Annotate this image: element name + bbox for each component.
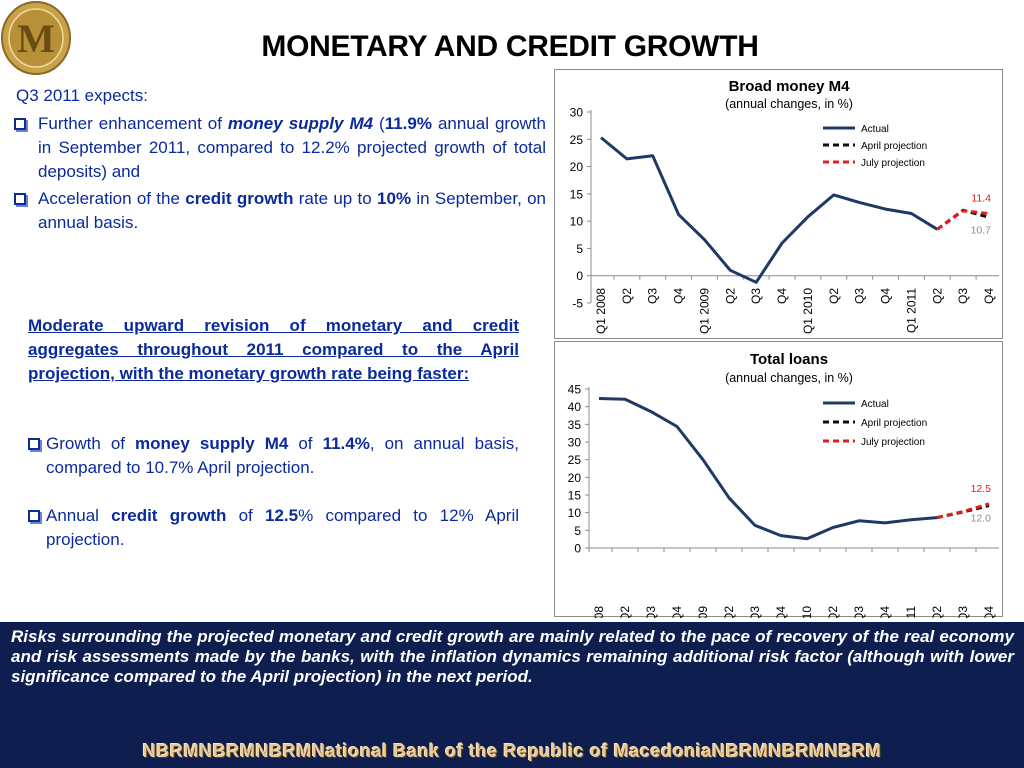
legend-label: April projection xyxy=(861,418,927,429)
x-tick-label: Q2 xyxy=(618,606,632,618)
x-tick-label: Q2 xyxy=(930,288,944,304)
x-tick-label: Q2 xyxy=(826,606,840,618)
bullet-money-supply: Further enhancement of money supply M4 (… xyxy=(12,112,546,184)
y-tick-label: 10 xyxy=(568,506,582,520)
chart-title: Broad money M4 xyxy=(729,78,851,95)
y-tick-label: 25 xyxy=(570,133,584,147)
y-tick-label: 30 xyxy=(570,106,584,120)
page-title: MONETARY AND CREDIT GROWTH xyxy=(261,30,759,63)
risk-banner: Risks surrounding the projected monetary… xyxy=(0,622,1024,734)
x-tick-label: Q1 2009 xyxy=(696,606,710,618)
x-tick-label: Q1 2008 xyxy=(592,606,606,618)
x-tick-label: Q1 2011 xyxy=(904,288,918,333)
broad-money-chart-svg: Broad money M4 (annual changes, in %) -5 0 5… xyxy=(570,78,999,334)
checkbox-bullet-icon xyxy=(14,193,26,205)
x-tick-label: Q2 xyxy=(930,606,944,618)
y-tick-label: 30 xyxy=(568,436,582,450)
y-tick-label: 15 xyxy=(568,489,582,503)
y-tick-label: 35 xyxy=(568,418,582,432)
bullet-credit-growth: Acceleration of the credit growth rate u… xyxy=(12,187,546,235)
checkbox-bullet-icon xyxy=(14,118,26,130)
total-loans-chart-svg: Total loans (annual changes, in %) 0 5 10 15 2… xyxy=(568,351,999,618)
series-line-july-projection xyxy=(936,502,990,520)
chart-subtitle: (annual changes, in %) xyxy=(725,97,853,111)
legend-label: Actual xyxy=(861,124,889,135)
x-tick-label: Q3 xyxy=(956,288,970,304)
series-line-july-projection xyxy=(936,209,990,231)
x-tick-label: Q1 2011 xyxy=(904,606,918,618)
y-tick-label: 45 xyxy=(568,383,582,397)
footer-text: NBRMNBRMNBRMNational Bank of the Republi… xyxy=(142,740,882,761)
y-tick-label: 20 xyxy=(570,160,584,174)
x-tick-label: Q3 xyxy=(748,606,762,618)
x-tick-label: Q3 xyxy=(853,288,867,304)
x-tick-label: Q1 2010 xyxy=(800,606,814,618)
expectations-list: Further enhancement of money supply M4 (… xyxy=(12,112,546,238)
x-tick-label: Q3 xyxy=(852,606,866,618)
y-tick-label: 40 xyxy=(568,400,582,414)
checkbox-bullet-icon xyxy=(28,438,40,450)
point-credit-growth: Annual credit growth of 12.5% compared t… xyxy=(28,504,519,552)
y-tick-label: 10 xyxy=(570,215,584,229)
y-tick-label: 15 xyxy=(570,187,584,201)
x-tick-label: Q4 xyxy=(672,288,686,304)
x-tick-label: Q4 xyxy=(878,606,892,618)
x-tick-label: Q4 xyxy=(774,606,788,618)
chart-subtitle: (annual changes, in %) xyxy=(725,371,853,385)
broad-money-chart: Broad money M4 (annual changes, in %) -5 0 5… xyxy=(554,69,1003,339)
checkbox-bullet-icon xyxy=(28,510,40,522)
total-loans-chart: Total loans (annual changes, in %) 0 5 10 15 2… xyxy=(554,341,1003,618)
end-value-label: 12.5 xyxy=(971,483,992,495)
y-tick-label: -5 xyxy=(572,297,583,311)
x-tick-label: Q1 2009 xyxy=(697,288,711,334)
x-tick-label: Q3 xyxy=(646,288,660,304)
revision-summary: Moderate upward revision of monetary and… xyxy=(28,316,519,383)
y-tick-label: 5 xyxy=(574,524,581,538)
x-tick-label: Q3 xyxy=(644,606,658,618)
y-tick-label: 0 xyxy=(574,542,581,556)
x-tick-label: Q2 xyxy=(827,288,841,304)
intro-text: Q3 2011 expects: xyxy=(16,86,148,105)
legend-label: July projection xyxy=(861,437,925,448)
x-tick-label: Q2 xyxy=(723,288,737,304)
legend-label: April projection xyxy=(861,141,927,152)
x-tick-label: Q3 xyxy=(956,606,970,618)
nbrm-logo: M xyxy=(1,1,71,75)
y-tick-label: 25 xyxy=(568,453,582,467)
x-tick-label: Q4 xyxy=(982,606,996,618)
x-tick-label: Q4 xyxy=(879,288,893,304)
series-line-actual xyxy=(598,397,938,541)
x-tick-label: Q3 xyxy=(749,288,763,304)
y-tick-label: 20 xyxy=(568,471,582,485)
footer-bar: NBRMNBRMNBRMNational Bank of the Republi… xyxy=(0,734,1024,768)
end-value-label: 12.0 xyxy=(971,513,992,525)
x-tick-label: Q4 xyxy=(775,288,789,304)
x-tick-label: Q1 2008 xyxy=(594,288,608,334)
y-tick-label: 0 xyxy=(576,269,583,283)
chart-title: Total loans xyxy=(750,351,828,368)
svg-text:M: M xyxy=(17,16,55,61)
x-tick-label: Q4 xyxy=(982,288,996,304)
point-money-supply: Growth of money supply M4 of 11.4%, on a… xyxy=(28,432,519,480)
x-tick-label: Q2 xyxy=(722,606,736,618)
risk-text: Risks surrounding the projected monetary… xyxy=(11,627,1014,686)
legend-label: Actual xyxy=(861,399,889,410)
series-line-actual xyxy=(600,136,939,284)
y-tick-label: 5 xyxy=(576,242,583,256)
legend-label: July projection xyxy=(861,158,925,169)
x-tick-label: Q4 xyxy=(670,606,684,618)
x-tick-label: Q2 xyxy=(620,288,634,304)
x-tick-label: Q1 2010 xyxy=(801,288,815,334)
end-value-label: 11.4 xyxy=(971,193,991,205)
end-value-label: 10.7 xyxy=(971,224,992,236)
revision-points: Growth of money supply M4 of 11.4%, on a… xyxy=(28,432,519,576)
